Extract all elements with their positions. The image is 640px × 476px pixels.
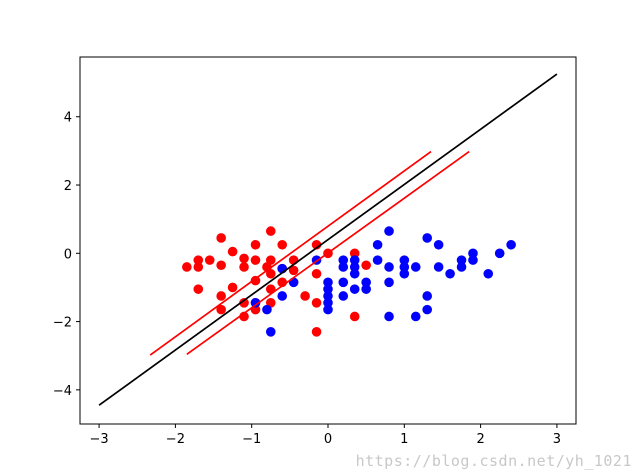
blue-data-point (494, 248, 505, 259)
y-tick-label: 4 (64, 111, 72, 126)
red-data-point (227, 246, 238, 257)
blue-data-point (323, 298, 333, 308)
blue-data-point (456, 262, 467, 272)
blue-data-point (338, 255, 349, 265)
blue-data-point (384, 277, 394, 288)
blue-data-point (433, 239, 444, 250)
red-data-point (311, 327, 322, 337)
red-data-point (277, 239, 288, 250)
x-tick-label: 0 (324, 432, 332, 447)
red-data-point (265, 226, 276, 236)
y-tick-label: 2 (64, 179, 72, 194)
red-data-point (300, 291, 310, 301)
blue-data-point (323, 277, 333, 288)
y-axis: −4 −2 0 2 4 (53, 111, 80, 399)
x-tick-label: −2 (166, 432, 185, 447)
red-data-point (182, 262, 192, 272)
blue-data-point (422, 233, 433, 243)
blue-data-point (506, 239, 516, 250)
red-data-point (250, 239, 261, 250)
x-tick-label: 2 (476, 432, 484, 447)
blue-data-point (384, 226, 394, 236)
margin-line (186, 150, 470, 356)
red-data-point (288, 265, 299, 276)
blue-data-point (410, 311, 421, 322)
red-data-point (239, 253, 249, 264)
red-data-point (216, 260, 226, 271)
blue-data-point (399, 262, 410, 272)
blue-data-point (384, 311, 394, 322)
blue-data-point (372, 255, 383, 265)
blue-data-point (323, 291, 333, 301)
blue-data-point (361, 277, 371, 288)
red-data-point (361, 260, 371, 271)
red-data-point (265, 255, 276, 265)
blue-data-point (277, 291, 288, 301)
blue-data-point (349, 262, 360, 272)
red-data-point (193, 262, 204, 272)
blue-data-point (468, 255, 478, 265)
blue-data-point (399, 255, 410, 265)
red-data-point (216, 233, 226, 243)
red-data-point (311, 298, 322, 308)
blue-data-point (384, 262, 394, 272)
blue-data-point (445, 268, 455, 279)
blue-data-point (422, 304, 433, 315)
blue-data-point (262, 304, 272, 315)
red-data-point (239, 298, 249, 308)
blue-data-point (399, 268, 410, 279)
red-data-point (250, 275, 261, 286)
blue-data-point (433, 262, 444, 272)
blue-data-point (372, 239, 383, 250)
watermark: https://blog.csdn.net/yh_1021 (355, 452, 632, 470)
x-axis: −3 −2 −1 0 1 2 3 (89, 424, 561, 447)
blue-data-point (323, 304, 333, 315)
y-tick-label: 0 (64, 247, 72, 262)
red-data-point (311, 268, 322, 279)
red-data-point (349, 248, 360, 259)
blue-data-point (456, 255, 467, 265)
red-data-point (216, 291, 226, 301)
blue-data-point (288, 277, 299, 288)
red-data-point (239, 262, 249, 272)
red-data-point (216, 304, 226, 315)
x-tick-label: 1 (400, 432, 408, 447)
red-data-point (265, 268, 276, 279)
red-data-point (204, 255, 215, 265)
red-data-point (193, 255, 204, 265)
red-data-point (193, 284, 204, 294)
margin-line (149, 150, 432, 356)
series-layer (98, 73, 558, 406)
red-data-point (250, 255, 261, 265)
blue-data-point (349, 284, 360, 294)
blue-data-point (361, 284, 371, 294)
blue-data-point (338, 291, 349, 301)
red-data-point (227, 282, 238, 293)
blue-data-point (250, 298, 261, 308)
x-tick-label: 3 (553, 432, 561, 447)
blue-data-point (349, 255, 360, 265)
x-tick-label: −3 (89, 432, 108, 447)
blue-data-point (483, 268, 494, 279)
y-tick-label: −4 (53, 384, 72, 399)
x-tick-label: −1 (242, 432, 261, 447)
blue-data-point (323, 284, 333, 294)
blue-data-point (338, 262, 349, 272)
blue-data-point (338, 277, 349, 288)
decision-boundary-line (98, 73, 558, 406)
y-tick-label: −2 (53, 316, 72, 331)
blue-data-point (410, 262, 421, 272)
blue-data-point (422, 291, 433, 301)
blue-data-point (349, 268, 360, 279)
blue-data-point (468, 248, 478, 259)
red-data-point (349, 311, 360, 322)
blue-data-point (265, 327, 276, 337)
